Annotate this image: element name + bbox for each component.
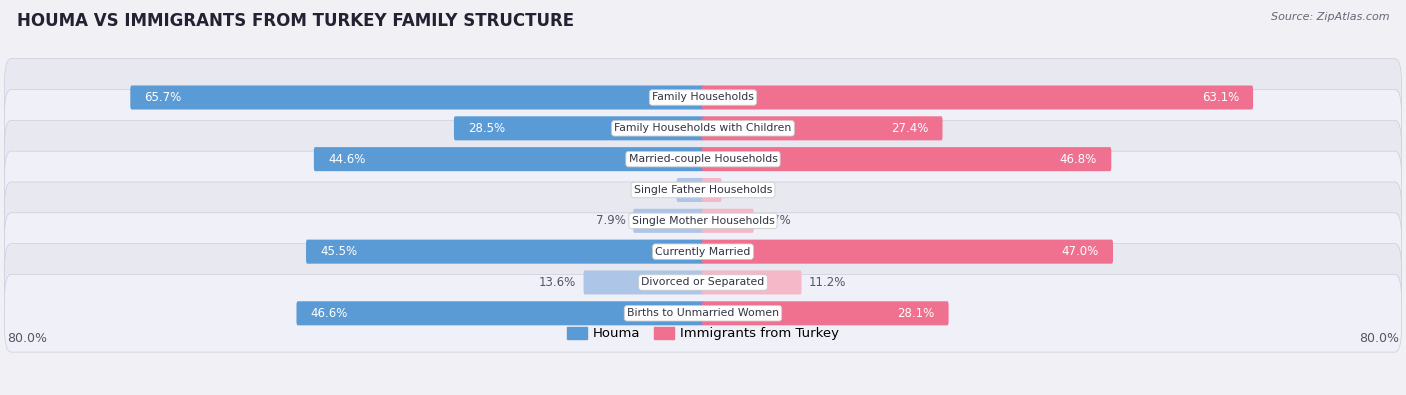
Text: 27.4%: 27.4% [891, 122, 928, 135]
FancyBboxPatch shape [702, 147, 1111, 171]
FancyBboxPatch shape [702, 85, 1253, 109]
Text: 2.0%: 2.0% [730, 184, 759, 196]
Text: Currently Married: Currently Married [655, 246, 751, 257]
FancyBboxPatch shape [307, 240, 704, 264]
FancyBboxPatch shape [4, 182, 1402, 260]
Text: Single Father Households: Single Father Households [634, 185, 772, 195]
FancyBboxPatch shape [4, 120, 1402, 198]
FancyBboxPatch shape [702, 116, 942, 140]
FancyBboxPatch shape [676, 178, 704, 202]
FancyBboxPatch shape [702, 301, 949, 325]
FancyBboxPatch shape [702, 209, 754, 233]
Text: 46.6%: 46.6% [311, 307, 349, 320]
FancyBboxPatch shape [4, 58, 1402, 136]
FancyBboxPatch shape [4, 151, 1402, 229]
Text: 28.1%: 28.1% [897, 307, 935, 320]
Text: 44.6%: 44.6% [328, 152, 366, 166]
FancyBboxPatch shape [702, 178, 721, 202]
FancyBboxPatch shape [4, 275, 1402, 352]
FancyBboxPatch shape [131, 85, 704, 109]
FancyBboxPatch shape [583, 271, 704, 295]
Text: 80.0%: 80.0% [1360, 332, 1399, 345]
Legend: Houma, Immigrants from Turkey: Houma, Immigrants from Turkey [561, 322, 845, 345]
FancyBboxPatch shape [4, 244, 1402, 321]
Text: HOUMA VS IMMIGRANTS FROM TURKEY FAMILY STRUCTURE: HOUMA VS IMMIGRANTS FROM TURKEY FAMILY S… [17, 12, 574, 30]
Text: Family Households: Family Households [652, 92, 754, 102]
Text: 80.0%: 80.0% [7, 332, 46, 345]
FancyBboxPatch shape [702, 271, 801, 295]
Text: Married-couple Households: Married-couple Households [628, 154, 778, 164]
Text: 7.9%: 7.9% [596, 214, 626, 227]
FancyBboxPatch shape [297, 301, 704, 325]
Text: Source: ZipAtlas.com: Source: ZipAtlas.com [1271, 12, 1389, 22]
Text: Births to Unmarried Women: Births to Unmarried Women [627, 308, 779, 318]
FancyBboxPatch shape [454, 116, 704, 140]
Text: Family Households with Children: Family Households with Children [614, 123, 792, 134]
Text: Single Mother Households: Single Mother Households [631, 216, 775, 226]
FancyBboxPatch shape [314, 147, 704, 171]
Text: 63.1%: 63.1% [1202, 91, 1239, 104]
Text: 2.9%: 2.9% [640, 184, 669, 196]
FancyBboxPatch shape [4, 90, 1402, 167]
FancyBboxPatch shape [4, 213, 1402, 290]
Text: 13.6%: 13.6% [538, 276, 576, 289]
Text: 5.7%: 5.7% [761, 214, 792, 227]
Text: Divorced or Separated: Divorced or Separated [641, 277, 765, 288]
Text: 11.2%: 11.2% [808, 276, 846, 289]
Text: 46.8%: 46.8% [1060, 152, 1097, 166]
Text: 45.5%: 45.5% [321, 245, 357, 258]
FancyBboxPatch shape [702, 240, 1114, 264]
Text: 65.7%: 65.7% [145, 91, 181, 104]
Text: 47.0%: 47.0% [1062, 245, 1099, 258]
Text: 28.5%: 28.5% [468, 122, 505, 135]
FancyBboxPatch shape [633, 209, 704, 233]
